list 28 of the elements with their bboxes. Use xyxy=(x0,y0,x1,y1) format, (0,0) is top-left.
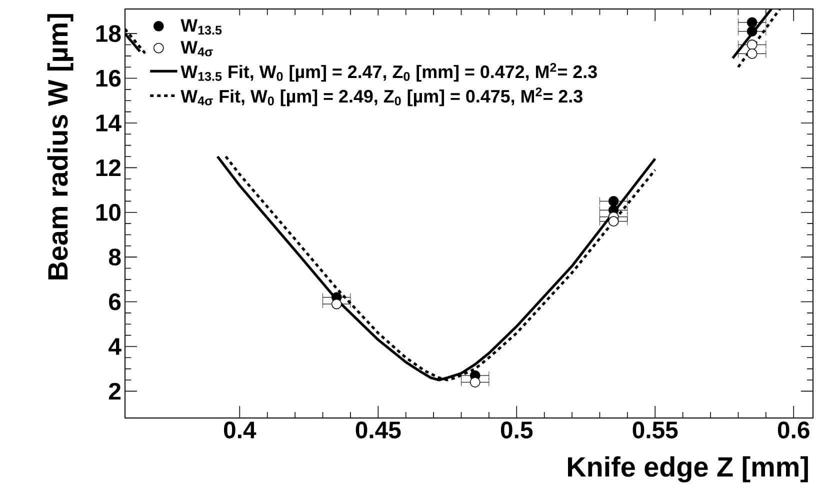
point xyxy=(608,196,619,206)
legend-label: W$_{4σ}$ xyxy=(180,41,213,56)
y-tick-label: 8 xyxy=(108,248,121,266)
point xyxy=(746,26,758,37)
text: W$_{4σ}$ Fit, W$_{0}$ [µm] = 2.49, Z$_{0}$ [µm] = 0.475, M$^{2}$= 2.3 xyxy=(180,87,582,106)
point xyxy=(746,17,758,28)
point xyxy=(331,298,342,310)
point xyxy=(746,48,758,59)
point xyxy=(746,40,758,50)
y-tick-label: 12 xyxy=(96,159,121,176)
x-tick-label: 0.5 xyxy=(500,422,533,438)
y-axis-title: Beam radius W [µm] xyxy=(47,14,74,280)
point xyxy=(470,377,480,388)
x-tick-label: 0.6 xyxy=(778,422,810,438)
x-axis-title: Knife edge Z [mm] xyxy=(568,456,808,482)
x-tick-label: 0.55 xyxy=(632,422,678,438)
legend-label: W$_{13.5}$ xyxy=(180,19,222,35)
y-tick-label: 4 xyxy=(108,338,122,355)
y-tick-label: 18 xyxy=(96,25,121,42)
y-tick-label: 16 xyxy=(96,70,121,87)
y-tick-label: 10 xyxy=(96,204,120,221)
text: W$_{13.5}$ Fit, W$_{0}$ [µm] = 2.47, Z$_{0}$ [mm] = 0.472, M$^{2}$= 2.3 xyxy=(180,62,597,82)
y-tick-label: 14 xyxy=(96,114,122,132)
x-tick-label: 0.4 xyxy=(224,422,256,438)
point xyxy=(608,216,619,227)
y-tick-label: 2 xyxy=(109,382,121,400)
y-tick-label: 6 xyxy=(109,293,121,310)
x-tick-label: 0.45 xyxy=(356,422,401,438)
